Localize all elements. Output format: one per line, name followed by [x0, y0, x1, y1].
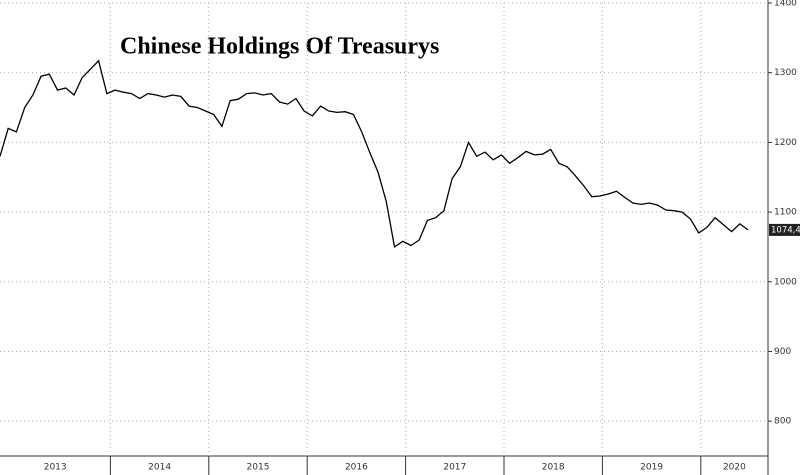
x-tick-label: 2017 — [443, 463, 466, 473]
x-tick-label: 2013 — [44, 463, 67, 473]
chart-title: Chinese Holdings Of Treasurys — [120, 34, 439, 60]
y-tick-label: 1200 — [774, 138, 797, 148]
y-tick-label: 800 — [774, 417, 791, 427]
y-tick-label: 1000 — [774, 277, 797, 287]
x-tick-label: 2020 — [723, 463, 746, 473]
y-tick-label: 1300 — [774, 68, 797, 78]
value-label-box — [769, 223, 800, 236]
x-tick-label: 2014 — [148, 463, 171, 473]
data-line — [0, 59, 749, 248]
y-tick-label: 1400 — [774, 0, 797, 9]
x-tick-label: 2019 — [640, 463, 663, 473]
value-label: 1074,4 — [771, 225, 800, 235]
x-tick-label: 2015 — [247, 463, 270, 473]
y-tick-label: 900 — [774, 347, 791, 357]
x-tick-label: 2018 — [542, 463, 565, 473]
y-tick-label: 1100 — [774, 208, 797, 218]
x-tick-label: 2016 — [345, 463, 368, 473]
